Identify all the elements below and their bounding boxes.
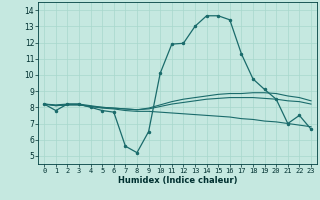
X-axis label: Humidex (Indice chaleur): Humidex (Indice chaleur) bbox=[118, 176, 237, 185]
